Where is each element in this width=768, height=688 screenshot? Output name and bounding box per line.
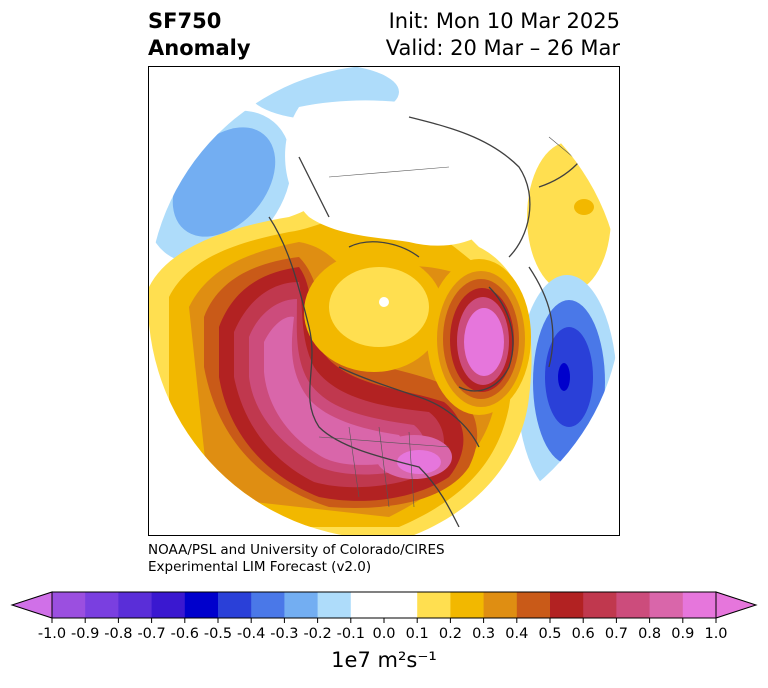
anomaly-field: [149, 67, 619, 535]
colorbar-units: 1e7 m²s⁻¹: [331, 648, 437, 672]
colorbar-tick-label: -0.3: [270, 626, 299, 642]
colorbar-extend-high: [715, 591, 758, 619]
title-anomaly: Anomaly: [148, 36, 251, 60]
colorbar-extend-low: [10, 591, 53, 619]
polar-map: [148, 66, 620, 536]
colorbar-bin: [284, 592, 319, 618]
colorbar-tick-label: -0.1: [336, 626, 365, 642]
negative-anomaly-east: [517, 275, 617, 499]
colorbar-bin: [384, 592, 418, 618]
colorbar-bin: [649, 592, 684, 618]
colorbar-bin: [483, 592, 518, 618]
positive-anomaly-main: [149, 186, 532, 535]
colorbar-tick-label: -0.2: [303, 626, 332, 642]
colorbar-tick-label: 1.0: [704, 626, 728, 642]
credit-text: NOAA/PSL and University of Colorado/CIRE…: [148, 542, 445, 576]
colorbar-bin: [417, 592, 451, 618]
colorbar-tick-label: -1.0: [37, 626, 67, 642]
colorbar-bin: [450, 592, 485, 618]
positive-anomaly-northeast: [527, 142, 611, 292]
colorbar-bin: [85, 592, 119, 618]
positive-anomaly-greenland: [427, 259, 531, 415]
colorbar-bin: [52, 592, 86, 618]
colorbar-tick-label: -0.4: [237, 626, 266, 642]
colorbar-bin: [184, 592, 219, 618]
colorbar-tick-label: 0.4: [505, 626, 529, 642]
colorbar-tick-label: -0.6: [170, 626, 199, 642]
colorbar-bin: [516, 592, 551, 618]
colorbar-bin: [151, 592, 186, 618]
colorbar-tick-label: 0.6: [571, 626, 595, 642]
colorbar-tick-label: 0.1: [405, 626, 429, 642]
colorbar-tick-label: 0.8: [638, 626, 662, 642]
colorbar-tick-label: 0.2: [438, 626, 462, 642]
colorbar-tick-label: -0.8: [104, 626, 133, 642]
credit-line-2: Experimental LIM Forecast (v2.0): [148, 559, 372, 575]
colorbar-bin: [251, 592, 285, 618]
colorbar-tick-label: 0.3: [472, 626, 496, 642]
colorbar-bin: [218, 592, 252, 618]
central-lighter-region: [285, 100, 512, 372]
colorbar-bin: [118, 592, 153, 618]
colorbar-tick-label: 0.5: [538, 626, 562, 642]
credit-line-1: NOAA/PSL and University of Colorado/CIRE…: [148, 542, 445, 558]
forecast-dates: Init: Mon 10 Mar 2025 Valid: 20 Mar – 26…: [386, 8, 620, 62]
colorbar-tick-label: 0.0: [372, 626, 396, 642]
title-variable: SF750: [148, 9, 222, 33]
colorbar-tick-label: 0.9: [671, 626, 695, 642]
colorbar-bin: [317, 592, 352, 618]
colorbar-bin: [550, 592, 584, 618]
colorbar-bin: [350, 592, 385, 618]
colorbar-tick-label: -0.7: [137, 626, 166, 642]
init-date: Init: Mon 10 Mar 2025: [388, 9, 620, 33]
colorbar: [10, 591, 758, 623]
valid-date: Valid: 20 Mar – 26 Mar: [385, 36, 620, 60]
colorbar-bin: [583, 592, 617, 618]
map-title: SF750 Anomaly: [148, 8, 251, 62]
colorbar-bin: [616, 592, 651, 618]
colorbar-tick-label: -0.5: [203, 626, 233, 642]
colorbar-bin: [682, 592, 717, 618]
colorbar-tick-label: 0.7: [604, 626, 628, 642]
colorbar-tick-label: -0.9: [71, 626, 100, 642]
